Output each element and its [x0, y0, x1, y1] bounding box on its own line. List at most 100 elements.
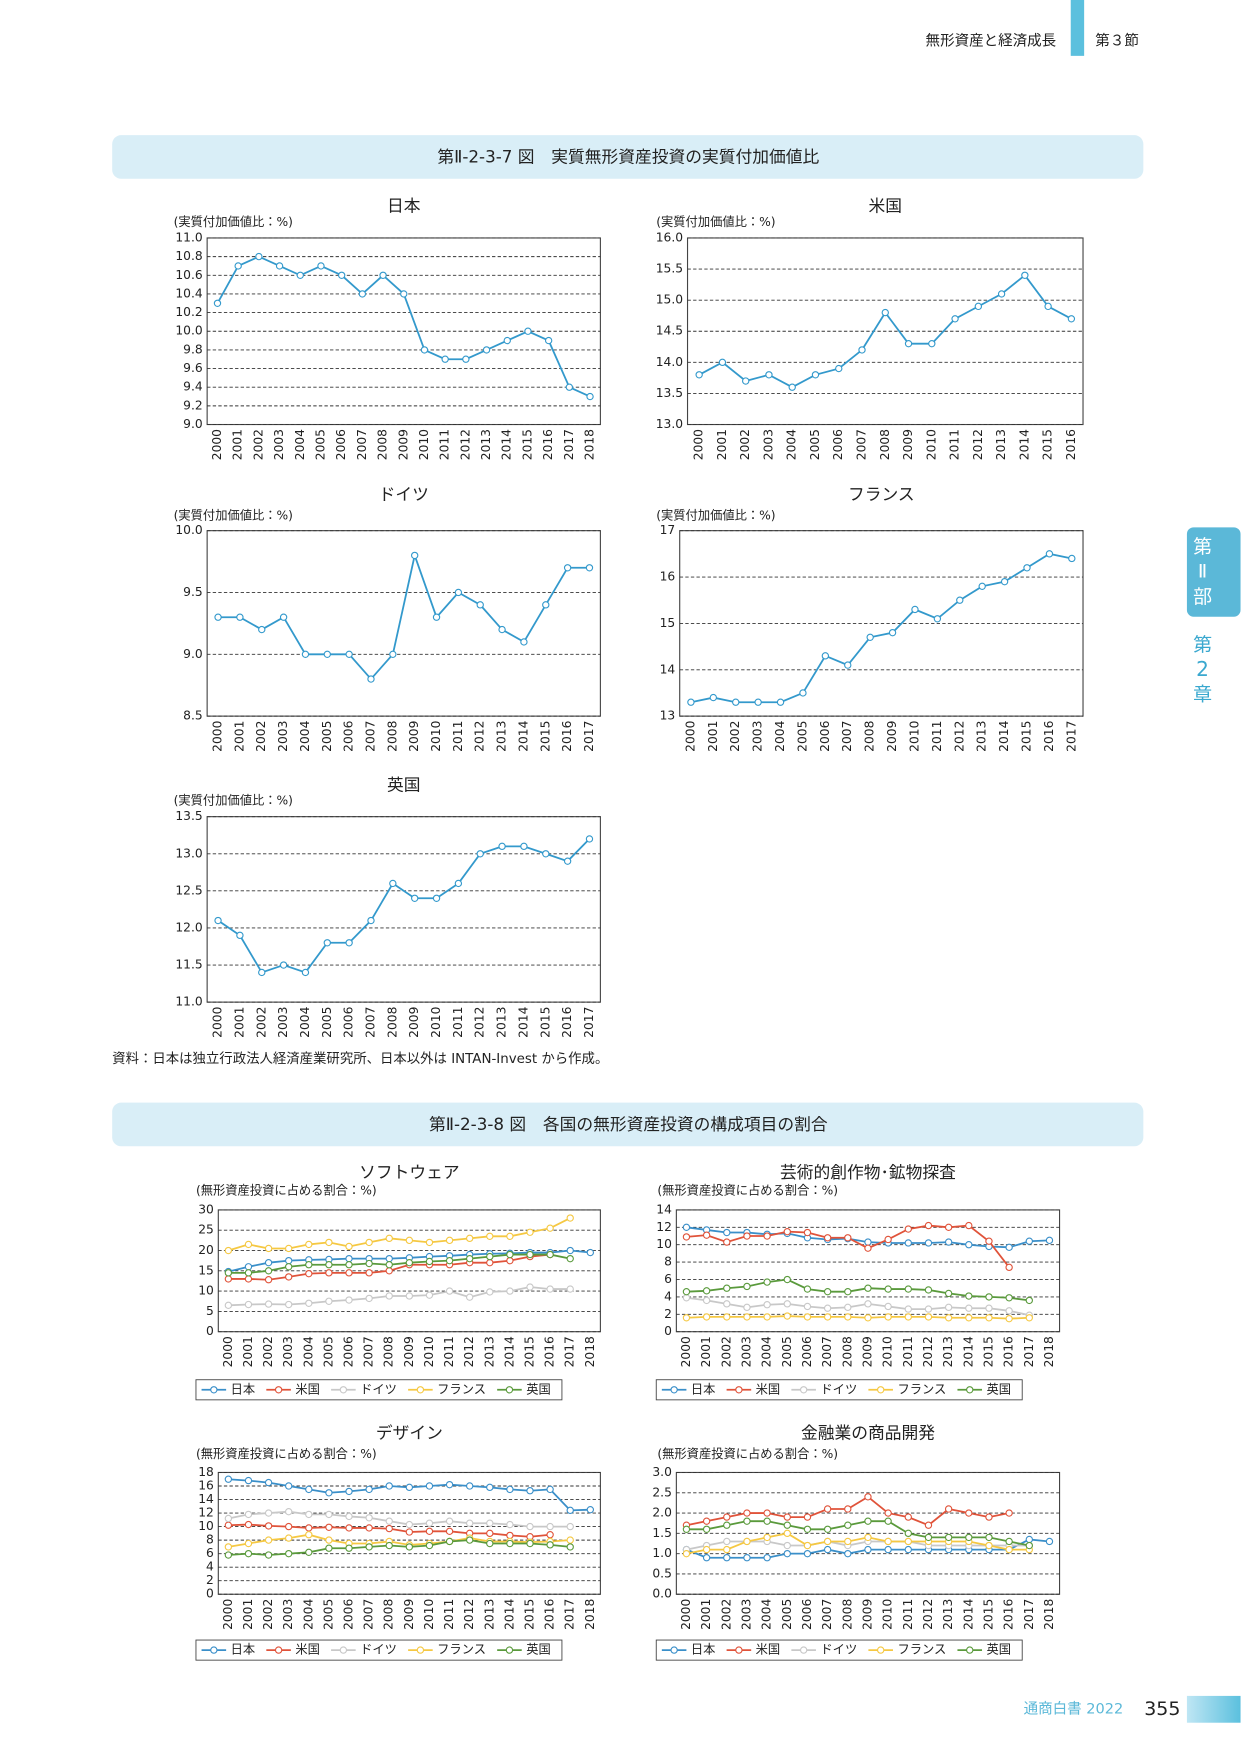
data-point: [305, 1510, 313, 1519]
y-axis-label: (無形資産投資に占める割合：%): [657, 1182, 838, 1197]
data-point: [566, 1285, 574, 1293]
data-point: [823, 1525, 832, 1533]
data-point: [788, 383, 796, 391]
data-point: [244, 1263, 253, 1271]
y-tick-label: 11.0: [175, 230, 202, 244]
data-point: [486, 1519, 494, 1527]
x-tick-label: 2015: [523, 1599, 537, 1630]
data-point: [345, 939, 353, 947]
data-point: [305, 1524, 313, 1532]
data-point: [486, 1529, 494, 1538]
legend-marker: [210, 1646, 218, 1654]
y-tick-label: 8: [206, 1533, 214, 1547]
y-tick-label: 12: [198, 1506, 214, 1520]
x-tick-label: 2001: [232, 1007, 246, 1038]
data-point: [385, 1524, 393, 1533]
data-point: [506, 1232, 514, 1240]
x-tick-label: 2010: [429, 721, 443, 752]
data-point: [702, 1554, 711, 1562]
x-tick-label: 2007: [840, 721, 854, 752]
data-point: [866, 633, 874, 641]
chart-title: ソフトウェア: [359, 1162, 460, 1182]
data-point: [888, 628, 897, 637]
data-point: [546, 1285, 554, 1293]
y-axis-label: (実質付加価値比：%): [174, 214, 293, 229]
y-tick-label: 9.2: [183, 398, 203, 412]
data-point: [244, 1476, 253, 1485]
data-point: [224, 1521, 233, 1529]
page-number: 355: [1144, 1698, 1180, 1720]
data-point: [365, 1259, 373, 1268]
x-tick-label: 2000: [692, 429, 706, 460]
legend-label: ドイツ: [360, 1643, 397, 1657]
data-point: [904, 1239, 912, 1247]
data-point: [723, 1284, 731, 1292]
y-tick-label: 1.5: [652, 1526, 672, 1540]
y-tick-label: 15.5: [656, 262, 683, 276]
x-tick-label: 2000: [210, 429, 224, 460]
data-point: [365, 1543, 373, 1551]
data-point: [1068, 554, 1076, 563]
y-tick-label: 9.4: [183, 380, 203, 394]
data-point: [803, 1285, 812, 1293]
data-point: [965, 1241, 973, 1249]
x-tick-label: 2015: [538, 1007, 552, 1038]
data-point: [285, 1256, 293, 1265]
x-tick-label: 2000: [211, 721, 225, 752]
data-point: [264, 1244, 273, 1253]
legend-label: 日本: [691, 1643, 716, 1657]
data-point: [702, 1296, 711, 1305]
x-tick-label: 2000: [679, 1336, 693, 1367]
chart: 芸術的創作物･鉱物探査(無形資産投資に占める割合：%) 0 2 4 6 8 10 12 14 20…: [655, 1162, 1061, 1401]
data-point: [405, 1483, 414, 1492]
data-point: [823, 1537, 832, 1546]
legend-box: [655, 1379, 1023, 1401]
x-tick-label: 2001: [232, 721, 246, 752]
data-point: [924, 1521, 933, 1529]
data-point: [476, 601, 484, 609]
x-tick-label: 2008: [878, 429, 892, 460]
data-point: [823, 1288, 832, 1296]
y-tick-label: 10.8: [175, 249, 202, 263]
data-point: [405, 1292, 414, 1300]
x-tick-label: 2013: [482, 1336, 496, 1367]
y-tick-label: 5: [206, 1304, 214, 1318]
data-point: [911, 605, 919, 614]
data-point: [563, 564, 572, 572]
y-tick-label: 0.5: [652, 1566, 672, 1580]
x-tick-label: 2012: [462, 1599, 476, 1630]
y-tick-label: 9.6: [183, 361, 203, 375]
data-point: [367, 916, 375, 925]
x-tick-label: 2006: [800, 1599, 814, 1630]
data-point: [236, 613, 244, 621]
data-point: [944, 1505, 953, 1513]
data-point: [305, 1261, 313, 1269]
data-point: [389, 879, 397, 888]
data-point: [264, 1300, 273, 1308]
footer-bar: [1186, 1695, 1241, 1723]
data-point: [682, 1525, 691, 1533]
data-point: [365, 1294, 373, 1303]
y-tick-label: 16.0: [656, 230, 683, 244]
data-point: [783, 1529, 791, 1538]
data-point: [385, 1267, 393, 1275]
x-tick-label: 2012: [473, 721, 487, 752]
data-point: [944, 1314, 953, 1322]
x-tick-label: 2008: [840, 1599, 854, 1630]
data-point: [884, 1509, 892, 1517]
data-point: [546, 1250, 554, 1259]
data-point: [325, 1297, 333, 1305]
x-tick-label: 2014: [500, 429, 514, 460]
data-point: [425, 1482, 434, 1490]
data-point: [783, 1227, 791, 1236]
data-point: [385, 1254, 393, 1263]
legend-marker: [505, 1386, 514, 1394]
x-tick-label: 2005: [808, 429, 822, 460]
y-tick-label: 10.2: [175, 305, 202, 319]
x-tick-label: 2010: [881, 1336, 895, 1367]
data-point: [1025, 1296, 1033, 1305]
x-tick-label: 2006: [342, 1006, 356, 1037]
data-point: [486, 1539, 494, 1548]
x-tick-label: 2009: [396, 429, 410, 460]
y-tick-label: 12.5: [175, 883, 202, 897]
